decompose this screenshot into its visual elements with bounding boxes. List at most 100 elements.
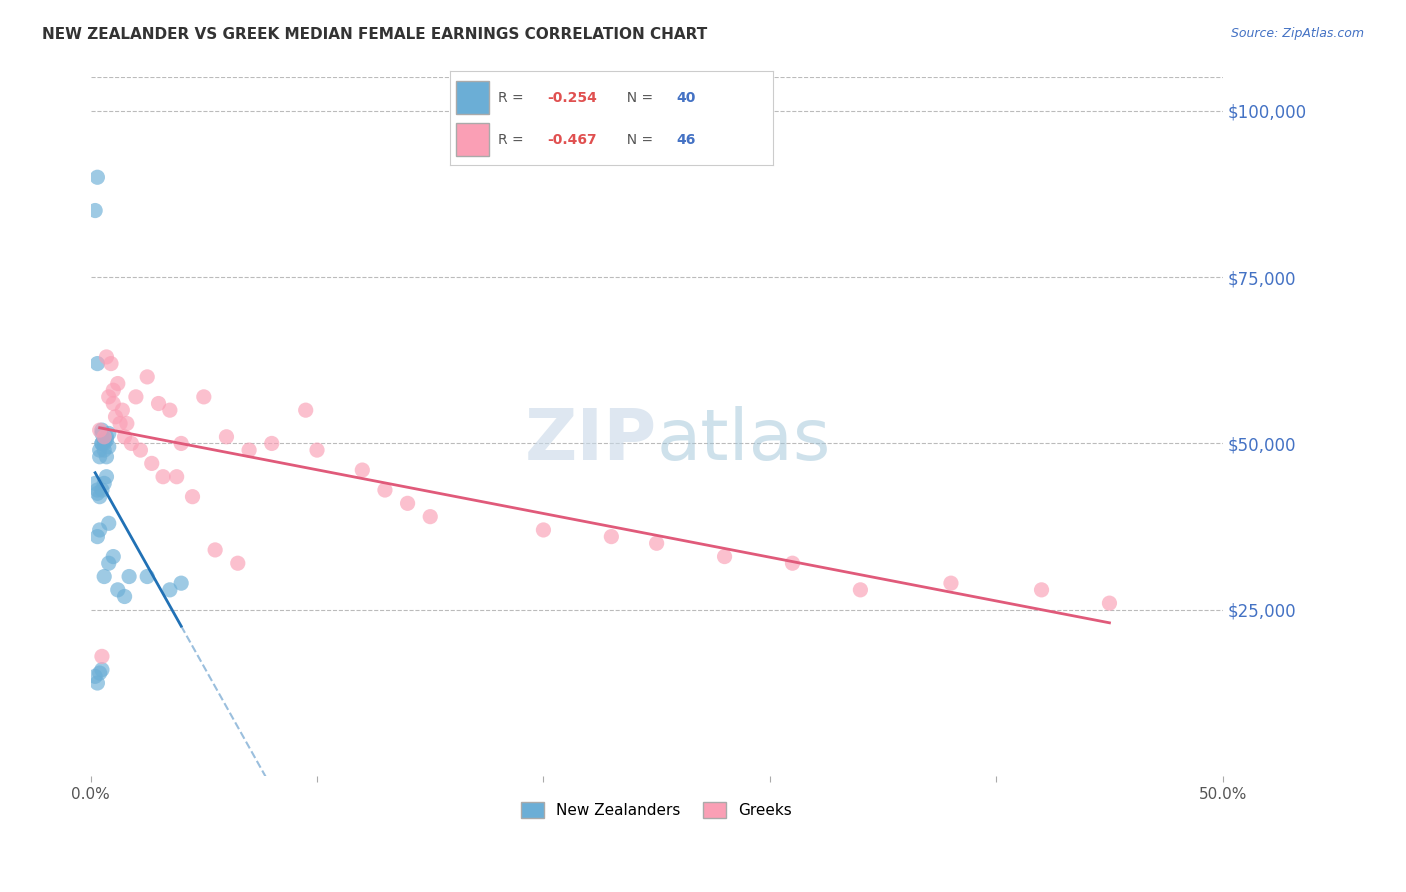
Point: [136, 370, 159, 384]
Point: [86, 486, 108, 500]
Point: [305, 443, 328, 458]
Point: [103, 549, 125, 564]
Point: [600, 530, 623, 544]
Point: [782, 556, 804, 570]
Point: [91, 426, 114, 441]
Point: [713, 549, 735, 564]
Point: [114, 430, 136, 444]
Point: [170, 436, 193, 450]
Point: [939, 576, 962, 591]
Point: [294, 403, 316, 417]
Point: [96, 350, 118, 364]
Point: [84, 203, 107, 218]
Point: [136, 569, 159, 583]
Text: -0.254: -0.254: [547, 91, 596, 104]
Point: [107, 376, 129, 391]
Point: [166, 469, 188, 483]
Point: [91, 483, 114, 497]
Text: atlas: atlas: [657, 406, 831, 475]
Point: [93, 436, 115, 450]
Point: [93, 433, 115, 447]
Point: [645, 536, 668, 550]
Text: R =: R =: [499, 133, 529, 146]
Point: [193, 390, 215, 404]
Point: [93, 476, 115, 491]
Point: [97, 440, 120, 454]
Point: [125, 390, 148, 404]
Text: -0.467: -0.467: [547, 133, 596, 146]
Point: [115, 417, 138, 431]
Point: [170, 576, 193, 591]
Point: [84, 669, 107, 683]
Point: [103, 396, 125, 410]
Point: [419, 509, 441, 524]
Point: [86, 530, 108, 544]
Text: 46: 46: [676, 133, 696, 146]
FancyBboxPatch shape: [457, 123, 489, 155]
Point: [93, 443, 115, 458]
Point: [352, 463, 374, 477]
Point: [159, 582, 181, 597]
Text: N =: N =: [619, 91, 658, 104]
Point: [96, 450, 118, 464]
Point: [97, 556, 120, 570]
Point: [204, 542, 226, 557]
Point: [1031, 582, 1053, 597]
Text: N =: N =: [619, 133, 658, 146]
Point: [533, 523, 555, 537]
Point: [396, 496, 419, 510]
Legend: New Zealanders, Greeks: New Zealanders, Greeks: [515, 797, 799, 824]
Point: [96, 433, 118, 447]
Point: [215, 430, 238, 444]
Point: [93, 569, 115, 583]
Point: [159, 403, 181, 417]
FancyBboxPatch shape: [457, 81, 489, 113]
Text: NEW ZEALANDER VS GREEK MEDIAN FEMALE EARNINGS CORRELATION CHART: NEW ZEALANDER VS GREEK MEDIAN FEMALE EAR…: [42, 27, 707, 42]
Point: [114, 590, 136, 604]
Point: [118, 569, 141, 583]
Point: [374, 483, 396, 497]
Point: [89, 490, 111, 504]
Text: ZIP: ZIP: [524, 406, 657, 475]
Text: 40: 40: [676, 91, 696, 104]
Point: [111, 403, 134, 417]
Point: [129, 443, 152, 458]
Point: [86, 357, 108, 371]
Point: [120, 436, 142, 450]
Text: R =: R =: [499, 91, 529, 104]
Point: [103, 383, 125, 397]
Point: [93, 430, 115, 444]
Point: [86, 676, 108, 690]
Point: [89, 666, 111, 681]
Point: [89, 450, 111, 464]
Point: [84, 476, 107, 491]
Point: [89, 523, 111, 537]
Point: [91, 423, 114, 437]
Point: [97, 516, 120, 531]
Point: [238, 443, 260, 458]
Point: [148, 396, 170, 410]
Point: [152, 469, 174, 483]
Point: [91, 436, 114, 450]
Text: Source: ZipAtlas.com: Source: ZipAtlas.com: [1230, 27, 1364, 40]
Point: [849, 582, 872, 597]
Point: [141, 457, 163, 471]
Point: [96, 469, 118, 483]
Point: [91, 436, 114, 450]
Point: [107, 582, 129, 597]
Point: [97, 426, 120, 441]
Point: [86, 483, 108, 497]
Point: [91, 649, 114, 664]
Point: [1098, 596, 1121, 610]
Point: [108, 417, 131, 431]
Point: [100, 357, 122, 371]
Point: [97, 390, 120, 404]
Point: [260, 436, 283, 450]
Point: [89, 443, 111, 458]
Point: [181, 490, 204, 504]
Point: [96, 430, 118, 444]
Point: [104, 409, 127, 424]
Point: [226, 556, 249, 570]
Point: [91, 663, 114, 677]
Point: [86, 170, 108, 185]
